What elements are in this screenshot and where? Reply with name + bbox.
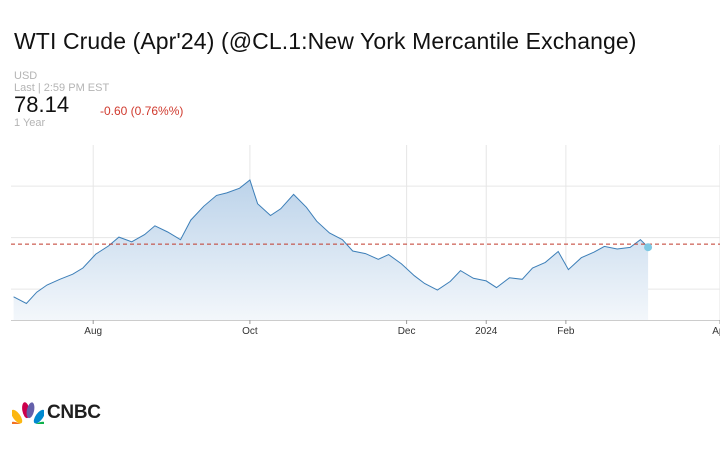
- price-line[interactable]: [13, 179, 649, 305]
- data-point[interactable]: [131, 241, 133, 243]
- x-tick-label: Feb: [557, 326, 575, 337]
- data-point[interactable]: [46, 284, 48, 286]
- data-point[interactable]: [305, 206, 307, 208]
- data-point[interactable]: [118, 236, 120, 238]
- data-point[interactable]: [496, 287, 498, 289]
- x-tick-label: 2024: [475, 326, 498, 337]
- data-point[interactable]: [293, 193, 295, 195]
- data-point[interactable]: [72, 273, 74, 275]
- data-point[interactable]: [144, 234, 146, 236]
- data-point[interactable]: [249, 179, 251, 181]
- data-point[interactable]: [216, 194, 218, 196]
- data-point[interactable]: [460, 270, 462, 272]
- peacock-icon: [12, 402, 44, 424]
- price-change: -0.60 (0.76%%): [100, 104, 184, 118]
- data-point[interactable]: [190, 219, 192, 221]
- data-point[interactable]: [154, 225, 156, 227]
- data-point[interactable]: [352, 250, 354, 252]
- data-point[interactable]: [108, 245, 110, 247]
- data-point[interactable]: [377, 258, 379, 260]
- data-point[interactable]: [269, 215, 271, 217]
- x-axis-ticks: Aug Oct Dec 2024 Feb Apr: [84, 320, 720, 337]
- data-point[interactable]: [424, 282, 426, 284]
- data-point[interactable]: [280, 208, 282, 210]
- cnbc-logo[interactable]: CNBC: [12, 402, 101, 424]
- data-point[interactable]: [508, 277, 510, 279]
- data-point[interactable]: [59, 278, 61, 280]
- data-point[interactable]: [580, 257, 582, 259]
- data-point[interactable]: [593, 251, 595, 253]
- price-area: [13, 180, 649, 320]
- data-point[interactable]: [82, 267, 84, 269]
- data-point[interactable]: [603, 245, 605, 247]
- data-point[interactable]: [557, 251, 559, 253]
- data-point[interactable]: [257, 203, 259, 205]
- data-point[interactable]: [36, 291, 38, 293]
- data-point[interactable]: [388, 254, 390, 256]
- data-point[interactable]: [485, 280, 487, 282]
- data-point[interactable]: [341, 239, 343, 241]
- data-point[interactable]: [25, 303, 27, 305]
- data-point[interactable]: [531, 267, 533, 269]
- data-point[interactable]: [629, 246, 631, 248]
- data-point[interactable]: [365, 253, 367, 255]
- cnbc-logo-text: CNBC: [47, 402, 101, 423]
- data-point[interactable]: [95, 253, 97, 255]
- data-point[interactable]: [203, 205, 205, 207]
- price-chart[interactable]: Aug Oct Dec 2024 Feb Apr: [0, 145, 720, 340]
- data-point[interactable]: [167, 231, 169, 233]
- x-tick-label: Oct: [242, 326, 258, 337]
- data-point[interactable]: [226, 192, 228, 194]
- page-title: WTI Crude (Apr'24) (@CL.1:New York Merca…: [14, 28, 637, 54]
- x-tick-label: Dec: [398, 326, 416, 337]
- data-point[interactable]: [316, 220, 318, 222]
- data-point[interactable]: [639, 239, 641, 241]
- data-point[interactable]: [616, 248, 618, 250]
- time-period-label: 1 Year: [14, 117, 46, 129]
- data-point[interactable]: [400, 263, 402, 265]
- data-point[interactable]: [449, 280, 451, 282]
- data-point[interactable]: [567, 269, 569, 271]
- data-point[interactable]: [544, 261, 546, 263]
- data-point[interactable]: [180, 239, 182, 241]
- data-point[interactable]: [239, 187, 241, 189]
- last-price-marker[interactable]: [644, 243, 653, 252]
- x-tick-label: Aug: [84, 326, 102, 337]
- last-updated-label: Last | 2:59 PM EST: [14, 82, 110, 94]
- data-point[interactable]: [521, 278, 523, 280]
- data-point[interactable]: [13, 296, 15, 298]
- data-point[interactable]: [472, 277, 474, 279]
- data-point[interactable]: [329, 232, 331, 234]
- data-point[interactable]: [436, 289, 438, 291]
- currency-label: USD: [14, 70, 38, 82]
- x-tick-label: Apr: [712, 326, 720, 337]
- data-point[interactable]: [413, 275, 415, 277]
- last-price: 78.14: [14, 92, 70, 117]
